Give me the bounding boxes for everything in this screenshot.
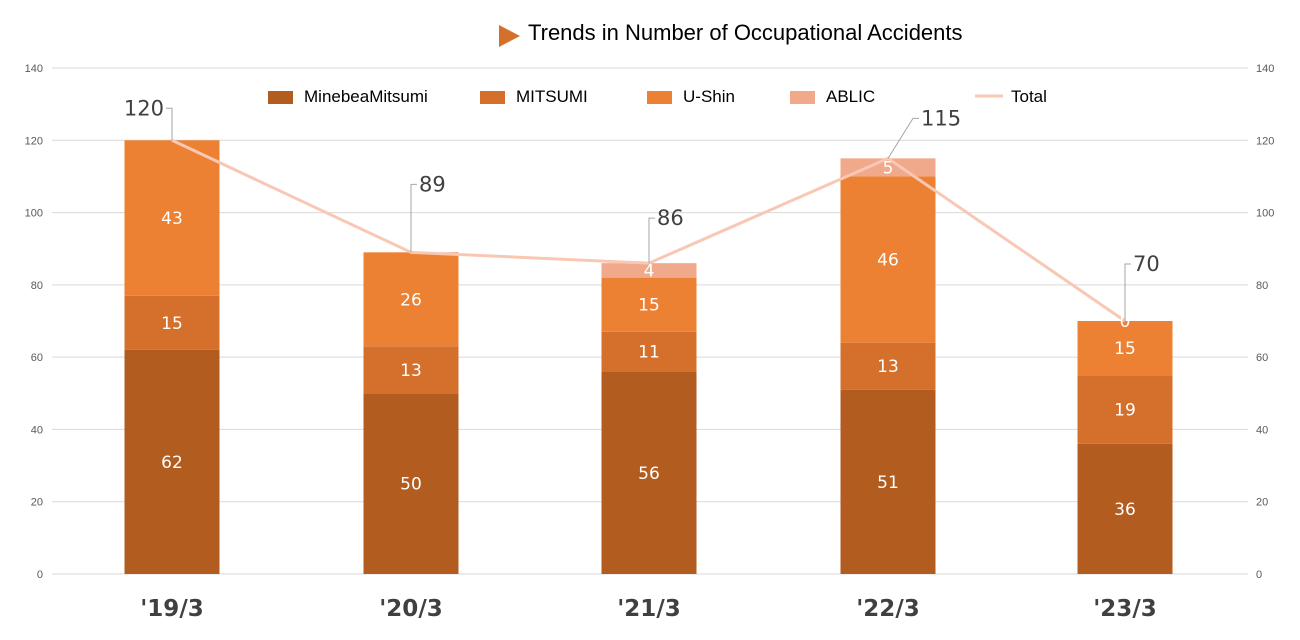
total-value-label: 120 — [124, 96, 164, 120]
bar-segment — [601, 331, 697, 372]
chart-title-text: Trends in Number of Occupational Acciden… — [528, 20, 963, 45]
total-leader-line — [410, 183, 417, 253]
segment-value-label: 43 — [161, 209, 183, 229]
legend-label: ABLIC — [826, 87, 875, 106]
x-category-label: '23/3 — [1093, 596, 1156, 622]
y-tick-label-right: 140 — [1256, 63, 1274, 75]
segment-value-label: 15 — [161, 314, 183, 334]
legend-label: MITSUMI — [516, 87, 588, 106]
total-value-label: 70 — [1133, 252, 1160, 276]
x-category-label: '21/3 — [617, 596, 680, 622]
segment-value-label: 62 — [161, 453, 183, 473]
y-tick-label-left: 60 — [31, 352, 43, 364]
x-category-label: '19/3 — [140, 596, 203, 622]
legend-item: MITSUMI — [480, 87, 588, 106]
segment-value-label: 5 — [883, 158, 894, 178]
y-tick-label-right: 0 — [1256, 569, 1262, 581]
y-tick-label-right: 20 — [1256, 497, 1268, 509]
bar-segment — [124, 140, 220, 296]
bar-segment — [1077, 321, 1173, 376]
legend-label: U-Shin — [683, 87, 735, 106]
total-leader-line — [887, 117, 919, 159]
bar-segment — [840, 389, 936, 574]
total-labels: 120 89 86 115 70 — [124, 96, 1160, 321]
y-tick-label-left: 100 — [25, 208, 43, 220]
legend-label: MinebeaMitsumi — [304, 87, 428, 106]
segment-value-label: 19 — [1114, 401, 1136, 421]
segment-value-label: 13 — [877, 357, 899, 377]
bar-segment — [124, 349, 220, 574]
segment-value-label: 26 — [400, 290, 422, 310]
segment-value-label: 36 — [1114, 500, 1136, 520]
segment-value-label: 13 — [400, 361, 422, 381]
legend-swatch — [480, 91, 505, 104]
x-category-label: '20/3 — [379, 596, 442, 622]
y-tick-label-left: 20 — [31, 497, 43, 509]
legend-item: Total — [975, 87, 1047, 106]
bar-segment — [363, 393, 459, 574]
y-axis-left: 0 20 40 60 80 100 120 140 — [25, 63, 43, 581]
segment-value-label: 11 — [638, 343, 660, 363]
bar-segment — [840, 176, 936, 343]
segment-value-label: 50 — [400, 475, 422, 495]
segment-value-label: 15 — [1114, 339, 1136, 359]
total-value-label: 89 — [419, 172, 446, 196]
total-leader-line — [166, 107, 173, 141]
segment-value-label: 56 — [638, 464, 660, 484]
bar-segment — [363, 252, 459, 347]
total-value-label: 115 — [921, 106, 961, 130]
x-category-label: '22/3 — [856, 596, 919, 622]
legend-item: ABLIC — [790, 87, 875, 106]
y-tick-label-right: 100 — [1256, 208, 1274, 220]
bar-segment — [840, 342, 936, 390]
y-tick-label-right: 120 — [1256, 135, 1274, 147]
bar-segment — [840, 158, 936, 177]
legend-item: MinebeaMitsumi — [268, 87, 428, 106]
legend-label: Total — [1011, 87, 1047, 106]
total-value-label: 86 — [657, 206, 684, 230]
legend-swatch — [790, 91, 815, 104]
y-tick-label-left: 120 — [25, 135, 43, 147]
legend: MinebeaMitsumi MITSUMI U-Shin ABLIC Total — [268, 87, 1047, 106]
x-axis-categories: '19/3 '20/3 '21/3 '22/3 '23/3 — [140, 596, 1156, 622]
bar-segment — [601, 277, 697, 332]
bar-segment — [1077, 443, 1173, 574]
legend-swatch — [268, 91, 293, 104]
total-leader-line — [648, 217, 655, 264]
bar-segment — [1077, 375, 1173, 444]
legend-swatch — [647, 91, 672, 104]
segment-value-label: 15 — [638, 296, 660, 316]
bar-segment — [601, 371, 697, 574]
y-tick-label-right: 60 — [1256, 352, 1268, 364]
segment-value-label: 0 — [1120, 312, 1131, 332]
y-tick-label-left: 80 — [31, 280, 43, 292]
y-tick-label-right: 40 — [1256, 424, 1268, 436]
segment-value-label: 51 — [877, 473, 899, 493]
segment-labels: 62 15 43 50 13 26 56 11 15 4 51 13 46 5 36 19 15 0 — [161, 158, 1136, 520]
bars — [124, 140, 1173, 574]
y-tick-label-left: 0 — [37, 569, 43, 581]
y-tick-label-right: 80 — [1256, 280, 1268, 292]
total-leader-line — [1124, 263, 1131, 321]
segment-value-label: 4 — [644, 261, 655, 281]
bar-segment — [601, 263, 697, 278]
bar-segment — [124, 295, 220, 350]
y-tick-label-left: 140 — [25, 63, 43, 75]
chart-title: Trends in Number of Occupational Acciden… — [499, 20, 963, 47]
title-triangle-icon — [499, 25, 520, 47]
bar-segment — [363, 346, 459, 394]
y-tick-label-left: 40 — [31, 424, 43, 436]
y-axis-right: 0 20 40 60 80 100 120 140 — [1256, 63, 1274, 581]
segment-value-label: 46 — [877, 251, 899, 271]
legend-item: U-Shin — [647, 87, 735, 106]
